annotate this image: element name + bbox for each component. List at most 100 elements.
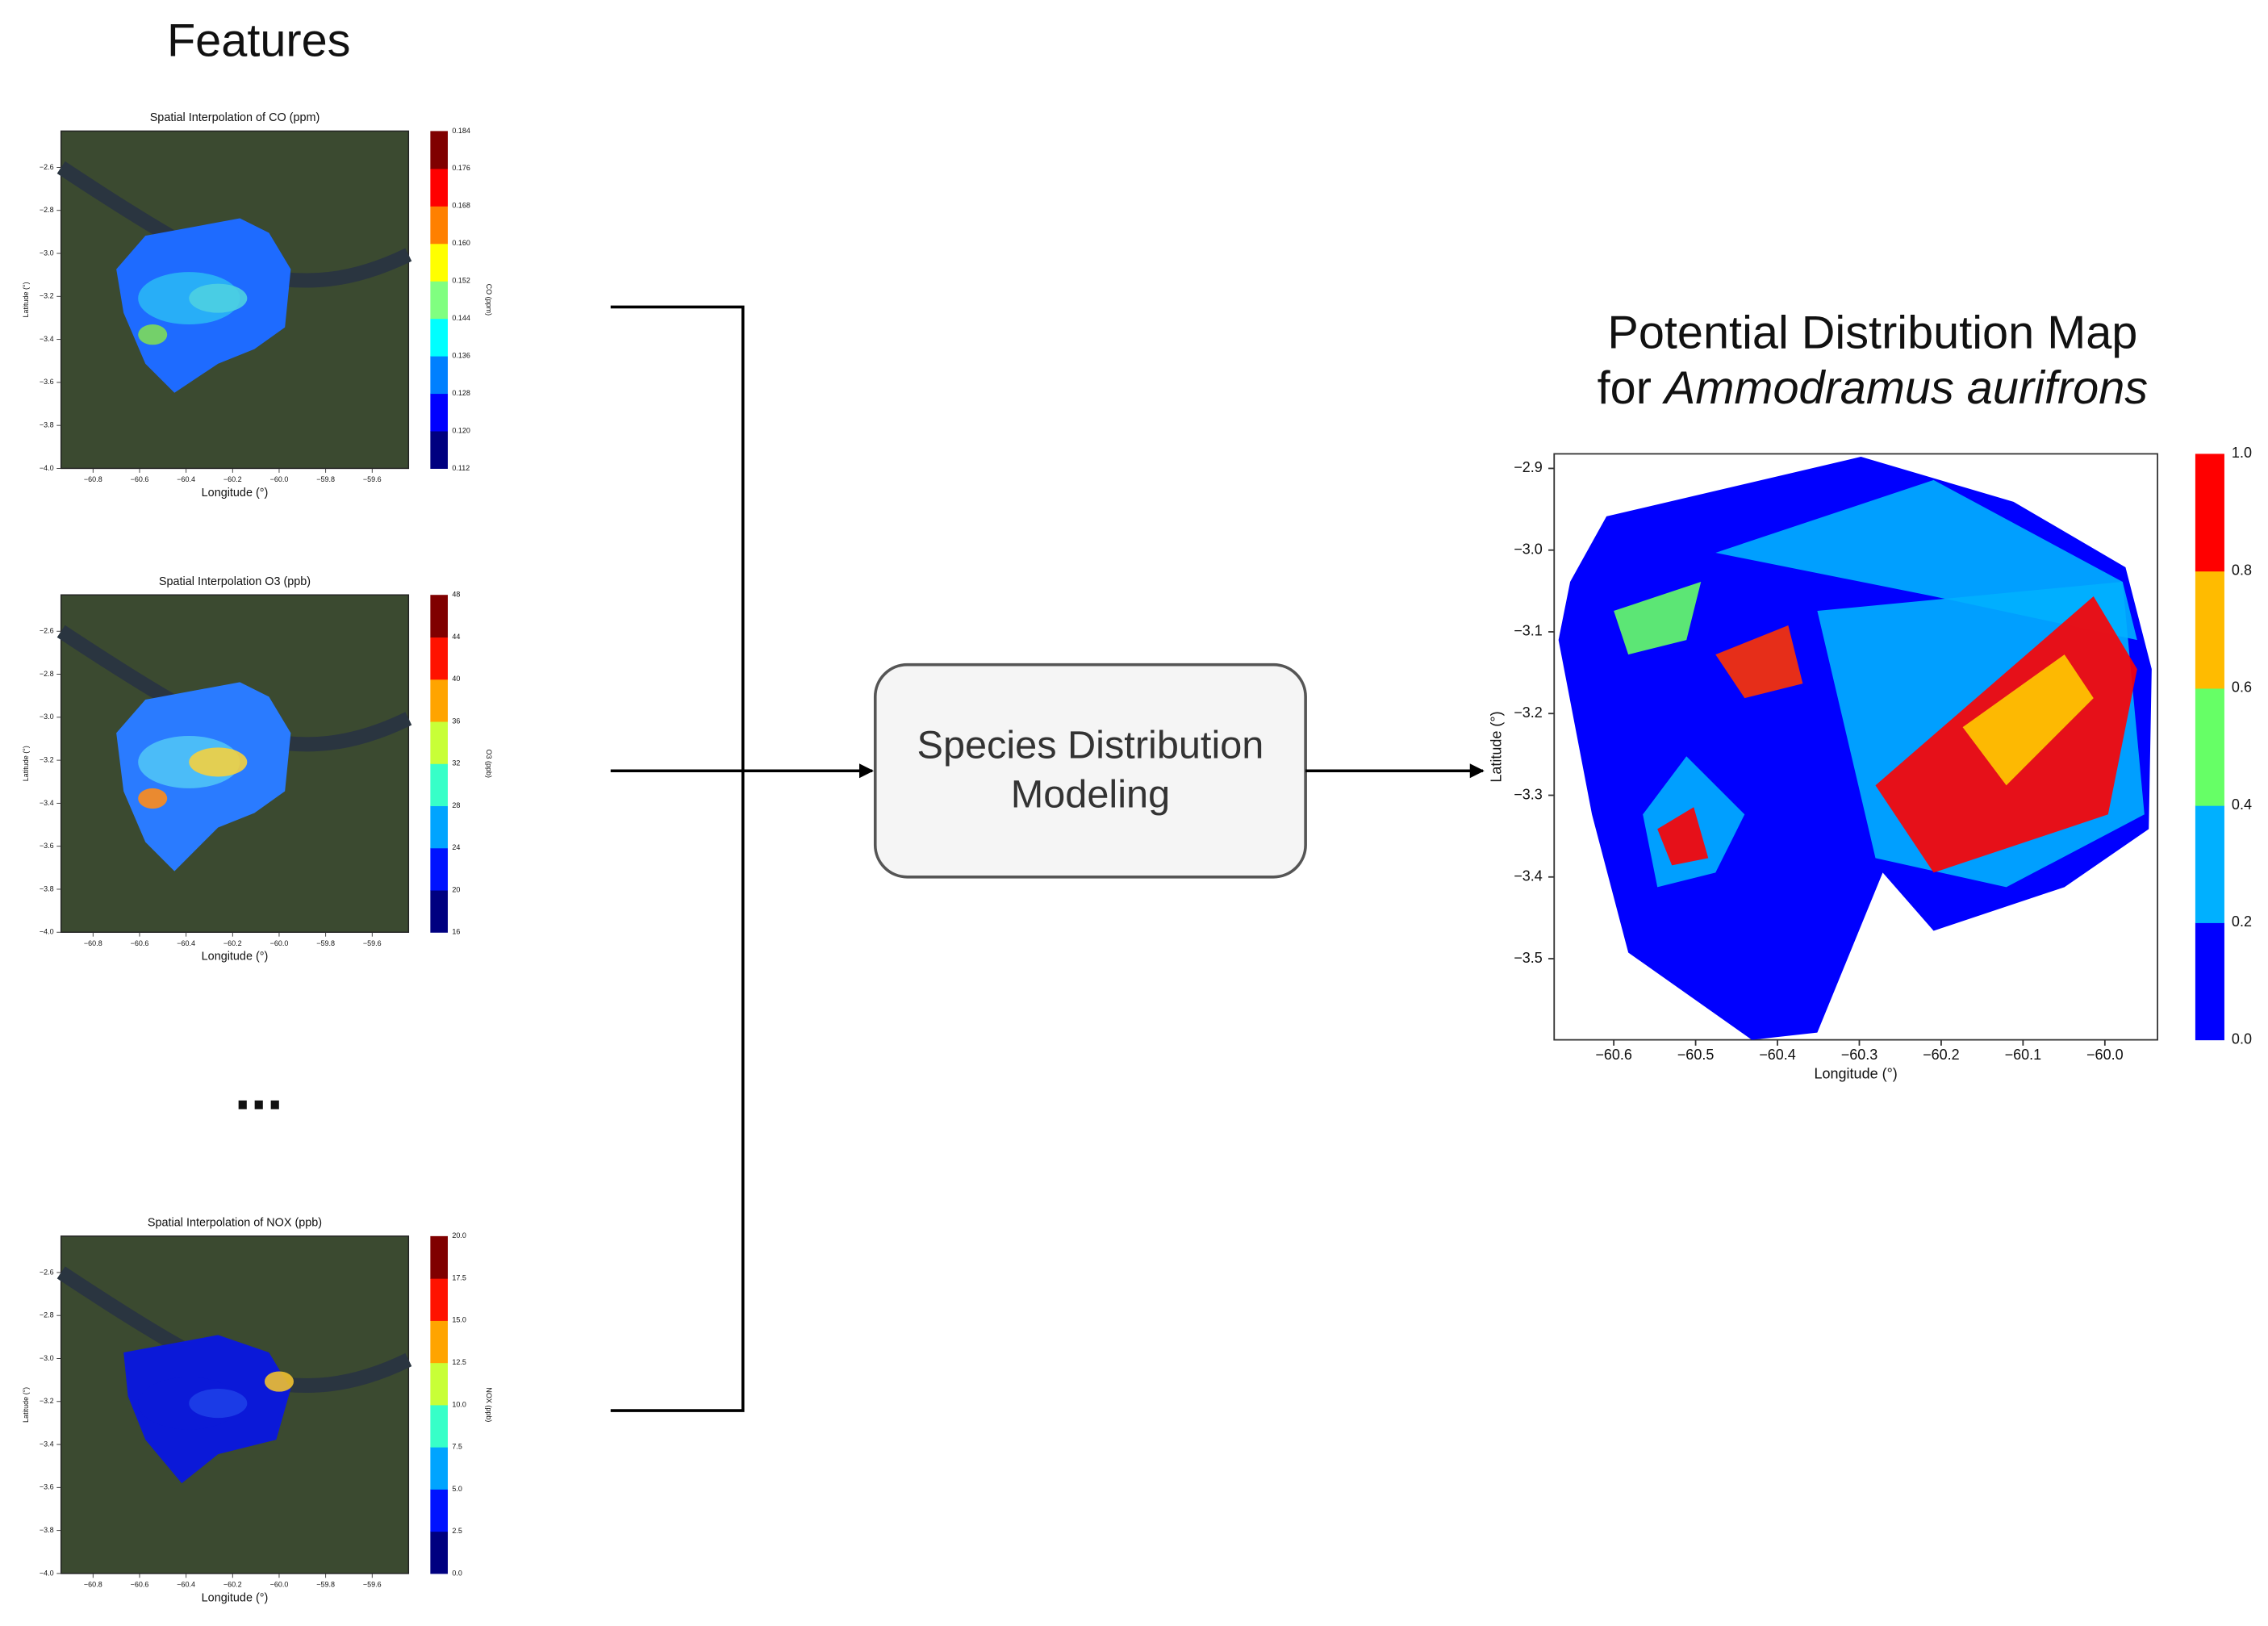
y-tick-label: −3.4	[40, 799, 54, 807]
colorbar-tick-label: 0.8	[2232, 562, 2252, 578]
x-tick-label: −59.6	[363, 475, 382, 483]
y-tick-label: −3.8	[40, 884, 54, 892]
colorbar-tick-label: 0.2	[2232, 913, 2252, 930]
interpolation-patch	[138, 324, 168, 345]
colorbar-tick-label: 48	[452, 591, 460, 599]
y-tick-label: −3.6	[40, 1483, 54, 1491]
colorbar-band	[430, 721, 448, 764]
colorbar-tick-label: 0.152	[452, 277, 470, 285]
colorbar-tick-label: 32	[452, 759, 460, 767]
colorbar-tick-label: 1.0	[2232, 445, 2252, 461]
colorbar-tick-label: 28	[452, 801, 460, 809]
y-tick-label: −4.0	[40, 928, 54, 936]
x-axis-label: Longitude (°)	[202, 1591, 269, 1604]
colorbar-band	[430, 679, 448, 722]
colorbar-tick-label: 12.5	[452, 1358, 466, 1366]
colorbar-tick-label: 0.136	[452, 351, 470, 359]
ellipsis: ...	[235, 1057, 283, 1122]
colorbar-band	[430, 847, 448, 891]
colorbar-band	[430, 430, 448, 469]
colorbar-tick-label: 16	[452, 928, 460, 936]
y-tick-label: −3.3	[1514, 786, 1543, 802]
x-tick-label: −60.4	[177, 939, 195, 947]
x-axis-label: Longitude (°)	[1815, 1066, 1898, 1082]
colorbar-tick-label: 44	[452, 633, 460, 641]
colorbar-tick-label: 0.0	[452, 1569, 462, 1577]
panel-title: Spatial Interpolation of NOX (ppb)	[148, 1216, 322, 1229]
colorbar-label: NOX (ppb)	[485, 1387, 493, 1422]
y-tick-label: −3.0	[1514, 541, 1543, 557]
colorbar-band	[430, 168, 448, 207]
colorbar-band	[430, 805, 448, 849]
x-tick-label: −60.2	[1923, 1047, 1960, 1063]
y-tick-label: −2.6	[40, 1268, 54, 1276]
x-tick-label: −60.2	[223, 939, 242, 947]
x-tick-label: −59.6	[363, 939, 382, 947]
colorbar-band	[430, 1404, 448, 1448]
colorbar-tick-label: 0.128	[452, 389, 470, 397]
x-tick-label: −60.4	[177, 1581, 195, 1589]
y-tick-label: −3.4	[40, 335, 54, 343]
x-tick-label: −60.2	[223, 1581, 242, 1589]
colorbar-tick-label: 15.0	[452, 1316, 466, 1324]
colorbar-tick-label: 10.0	[452, 1400, 466, 1408]
interpolation-patch	[264, 1371, 294, 1392]
y-tick-label: −4.0	[40, 1569, 54, 1577]
y-tick-label: −2.6	[40, 627, 54, 635]
colorbar-tick-label: 0.144	[452, 314, 470, 322]
y-tick-label: −3.2	[40, 755, 54, 763]
colorbar-band	[430, 1320, 448, 1364]
y-tick-label: −2.8	[40, 670, 54, 678]
x-tick-label: −60.6	[131, 1581, 149, 1589]
colorbar-tick-label: 20.0	[452, 1231, 466, 1239]
x-tick-label: −60.0	[2086, 1047, 2124, 1063]
y-axis-label: Latitude (°)	[22, 746, 30, 781]
colorbar-band	[430, 1235, 448, 1279]
interpolation-patch	[189, 1389, 248, 1419]
colorbar-tick-label: 2.5	[452, 1527, 462, 1535]
colorbar-band	[430, 206, 448, 245]
y-tick-label: −3.0	[40, 249, 54, 257]
colorbar-band	[2195, 571, 2224, 689]
colorbar-band	[430, 393, 448, 432]
x-tick-label: −60.8	[84, 939, 102, 947]
x-tick-label: −60.2	[223, 475, 242, 483]
colorbar-label: O3 (ppb)	[485, 749, 493, 778]
title-prefix: for	[1598, 362, 1664, 414]
x-tick-label: −60.3	[1841, 1047, 1878, 1063]
colorbar-band	[430, 890, 448, 933]
colorbar-label: CO (ppm)	[485, 284, 493, 316]
output-title: Potential Distribution Map	[1607, 307, 2137, 359]
colorbar-band	[430, 1278, 448, 1321]
colorbar-tick-label: 36	[452, 717, 460, 725]
x-tick-label: −60.5	[1677, 1047, 1715, 1063]
colorbar-band	[430, 318, 448, 357]
y-tick-label: −3.2	[1514, 704, 1543, 721]
y-axis-label: Latitude (°)	[22, 1387, 30, 1423]
interpolation-patch	[189, 283, 248, 313]
colorbar-tick-label: 5.0	[452, 1485, 462, 1493]
y-tick-label: −3.2	[40, 1397, 54, 1405]
x-tick-label: −59.8	[316, 1581, 335, 1589]
colorbar-band	[2195, 688, 2224, 806]
colorbar-tick-label: 0.4	[2232, 796, 2252, 813]
colorbar-band	[430, 131, 448, 169]
colorbar-band	[430, 281, 448, 320]
distribution-patch	[1657, 807, 1709, 866]
colorbar-tick-label: 40	[452, 675, 460, 683]
colorbar-band	[2195, 805, 2224, 923]
y-tick-label: −3.4	[1514, 868, 1543, 884]
colorbar-tick-label: 0.6	[2232, 679, 2252, 696]
model-label: Modeling	[1011, 773, 1170, 817]
y-tick-label: −2.8	[40, 206, 54, 214]
species-name: Ammodramus aurifrons	[1662, 362, 2148, 414]
y-tick-label: −2.8	[40, 1311, 54, 1319]
colorbar-tick-label: 7.5	[452, 1443, 462, 1451]
interpolation-patch	[138, 788, 168, 809]
y-tick-label: −3.2	[40, 292, 54, 300]
colorbar-band	[2195, 922, 2224, 1041]
colorbar-tick-label: 0.168	[452, 202, 470, 210]
distribution-patch	[1614, 581, 1702, 655]
y-tick-label: −3.1	[1514, 623, 1543, 639]
interpolation-layer	[116, 682, 291, 872]
